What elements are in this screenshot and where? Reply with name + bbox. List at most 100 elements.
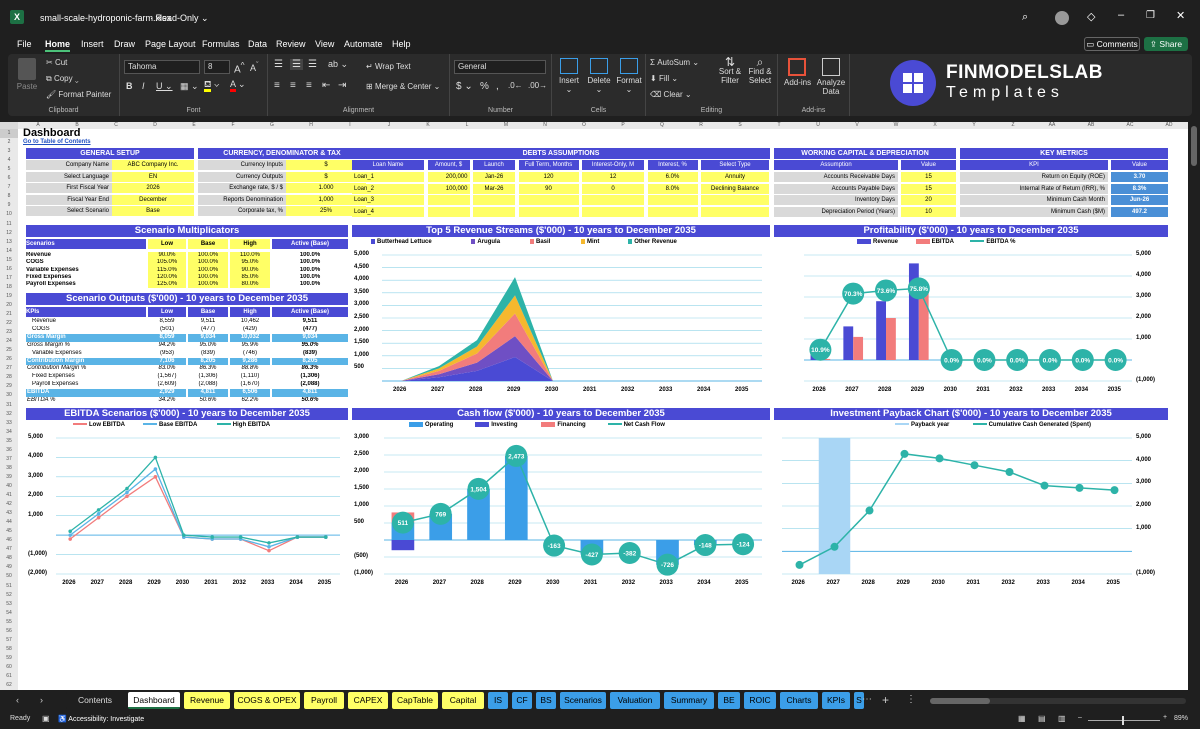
- multiplier-cell[interactable]: 100.0%: [188, 252, 228, 260]
- row-header[interactable]: 12: [6, 229, 12, 236]
- row-header[interactable]: 20: [6, 301, 12, 308]
- find-select-button[interactable]: ⌕ Find & Select: [746, 56, 774, 85]
- row-header[interactable]: 35: [6, 437, 12, 444]
- debt-cell[interactable]: 120: [518, 172, 579, 182]
- debt-cell[interactable]: [518, 206, 579, 217]
- column-header[interactable]: P: [621, 122, 625, 128]
- row-header[interactable]: 31: [6, 401, 12, 408]
- menu-formulas[interactable]: Formulas: [202, 39, 240, 49]
- debt-cell[interactable]: Loan_4: [352, 206, 424, 217]
- multiplier-cell[interactable]: 125.0%: [148, 281, 186, 289]
- row-header[interactable]: 48: [6, 555, 12, 562]
- multiplier-cell[interactable]: 100.0%: [188, 259, 228, 267]
- comments-button[interactable]: ▭ Comments: [1084, 37, 1140, 51]
- column-header[interactable]: L: [465, 122, 469, 128]
- debt-cell[interactable]: 6.0%: [647, 172, 698, 182]
- column-header[interactable]: C: [114, 122, 118, 128]
- hscroll-thumb[interactable]: [930, 698, 990, 704]
- page-break-icon[interactable]: ▥: [1058, 714, 1066, 723]
- row-header[interactable]: 7: [7, 184, 11, 191]
- borders-icon[interactable]: ▦ ⌄: [180, 81, 199, 91]
- currency-value[interactable]: $: [286, 171, 366, 182]
- normal-view-icon[interactable]: ▦: [1018, 714, 1026, 723]
- zoom-in-icon[interactable]: +: [1163, 714, 1168, 721]
- setup-value[interactable]: ABC Company Inc.: [112, 160, 194, 170]
- row-header[interactable]: 40: [6, 482, 12, 489]
- setup-value[interactable]: 2026: [112, 183, 194, 193]
- menu-automate[interactable]: Automate: [344, 39, 383, 49]
- tab-valuation[interactable]: Valuation: [610, 692, 660, 709]
- column-header[interactable]: AC: [1126, 122, 1134, 128]
- align-left-icon[interactable]: ≡: [274, 80, 280, 91]
- scroll-thumb[interactable]: [1191, 126, 1197, 166]
- row-header[interactable]: 53: [6, 600, 12, 607]
- select-all-corner[interactable]: [0, 122, 18, 129]
- debt-cell[interactable]: [473, 195, 515, 205]
- align-bottom-icon[interactable]: ☰: [308, 59, 317, 70]
- avatar[interactable]: [1055, 11, 1069, 25]
- column-header[interactable]: W: [893, 122, 899, 128]
- row-header[interactable]: 33: [6, 419, 12, 426]
- toc-link[interactable]: Go to Table of Contents: [23, 139, 91, 145]
- multiplier-cell[interactable]: 95.0%: [230, 259, 270, 267]
- tab-scenarios[interactable]: Scenarios: [560, 692, 606, 709]
- zoom-slider[interactable]: [1088, 716, 1160, 725]
- multiplier-cell[interactable]: 90.0%: [230, 266, 270, 274]
- row-header[interactable]: 42: [6, 501, 12, 508]
- wc-value[interactable]: 10: [901, 206, 956, 217]
- column-header[interactable]: I: [349, 122, 351, 128]
- row-header[interactable]: 32: [6, 410, 12, 417]
- row-header[interactable]: 62: [6, 682, 12, 689]
- row-header[interactable]: 54: [6, 609, 12, 616]
- debt-cell[interactable]: Declining Balance: [701, 183, 769, 194]
- sort-filter-button[interactable]: ⇅ Sort & Filter: [716, 56, 744, 85]
- column-header[interactable]: M: [503, 122, 509, 128]
- row-header[interactable]: 52: [6, 591, 12, 598]
- tab-capital[interactable]: Capital: [442, 692, 484, 709]
- wrap-text-button[interactable]: ↵ Wrap Text: [366, 62, 411, 71]
- debt-cell[interactable]: 100,000: [427, 183, 470, 194]
- row-header[interactable]: 56: [6, 627, 12, 634]
- percent-icon[interactable]: %: [480, 81, 489, 92]
- tab-summary[interactable]: Summary: [664, 692, 714, 709]
- row-header[interactable]: 51: [6, 582, 12, 589]
- tab-s[interactable]: S: [854, 692, 864, 709]
- debt-cell[interactable]: 12: [582, 172, 644, 182]
- multiplier-cell[interactable]: 105.0%: [148, 259, 186, 267]
- align-center-icon[interactable]: ≡: [290, 80, 296, 91]
- fill-button[interactable]: ⬇ Fill ⌄: [650, 74, 679, 83]
- orientation-icon[interactable]: ab ⌄: [328, 59, 349, 69]
- underline-icon[interactable]: U ⌄: [156, 81, 173, 91]
- column-header[interactable]: B: [75, 122, 79, 128]
- font-shrink-icon[interactable]: Aˇ: [250, 60, 259, 73]
- row-header[interactable]: 34: [6, 428, 12, 435]
- page-layout-icon[interactable]: ▤: [1038, 714, 1046, 723]
- column-header[interactable]: D: [153, 122, 157, 128]
- column-header[interactable]: R: [699, 122, 703, 128]
- multiplier-cell[interactable]: 110.0%: [230, 252, 270, 260]
- row-header[interactable]: 18: [6, 283, 12, 290]
- italic-icon[interactable]: I: [142, 81, 145, 91]
- multiplier-cell[interactable]: 80.0%: [230, 281, 270, 289]
- font-name-select[interactable]: Tahoma: [124, 60, 200, 74]
- column-header[interactable]: AB: [1087, 122, 1095, 128]
- row-header[interactable]: 60: [6, 663, 12, 670]
- tab-cf[interactable]: CF: [512, 692, 532, 709]
- row-header[interactable]: 38: [6, 464, 12, 471]
- row-header[interactable]: 13: [6, 238, 12, 245]
- row-header[interactable]: 15: [6, 256, 12, 263]
- row-header[interactable]: 2: [7, 139, 11, 146]
- align-right-icon[interactable]: ≡: [306, 80, 312, 91]
- menu-review[interactable]: Review: [276, 39, 306, 49]
- row-header[interactable]: 3: [7, 148, 11, 155]
- currency-value[interactable]: 1.000: [286, 183, 366, 193]
- row-header[interactable]: 55: [6, 618, 12, 625]
- setup-value[interactable]: EN: [112, 171, 194, 182]
- restore-icon[interactable]: ❐: [1146, 10, 1155, 21]
- column-header[interactable]: A: [36, 122, 40, 128]
- debt-cell[interactable]: [518, 195, 579, 205]
- column-header[interactable]: AA: [1048, 122, 1056, 128]
- debt-cell[interactable]: [427, 206, 470, 217]
- zoom-level[interactable]: 89%: [1174, 715, 1189, 722]
- row-header[interactable]: 61: [6, 673, 12, 679]
